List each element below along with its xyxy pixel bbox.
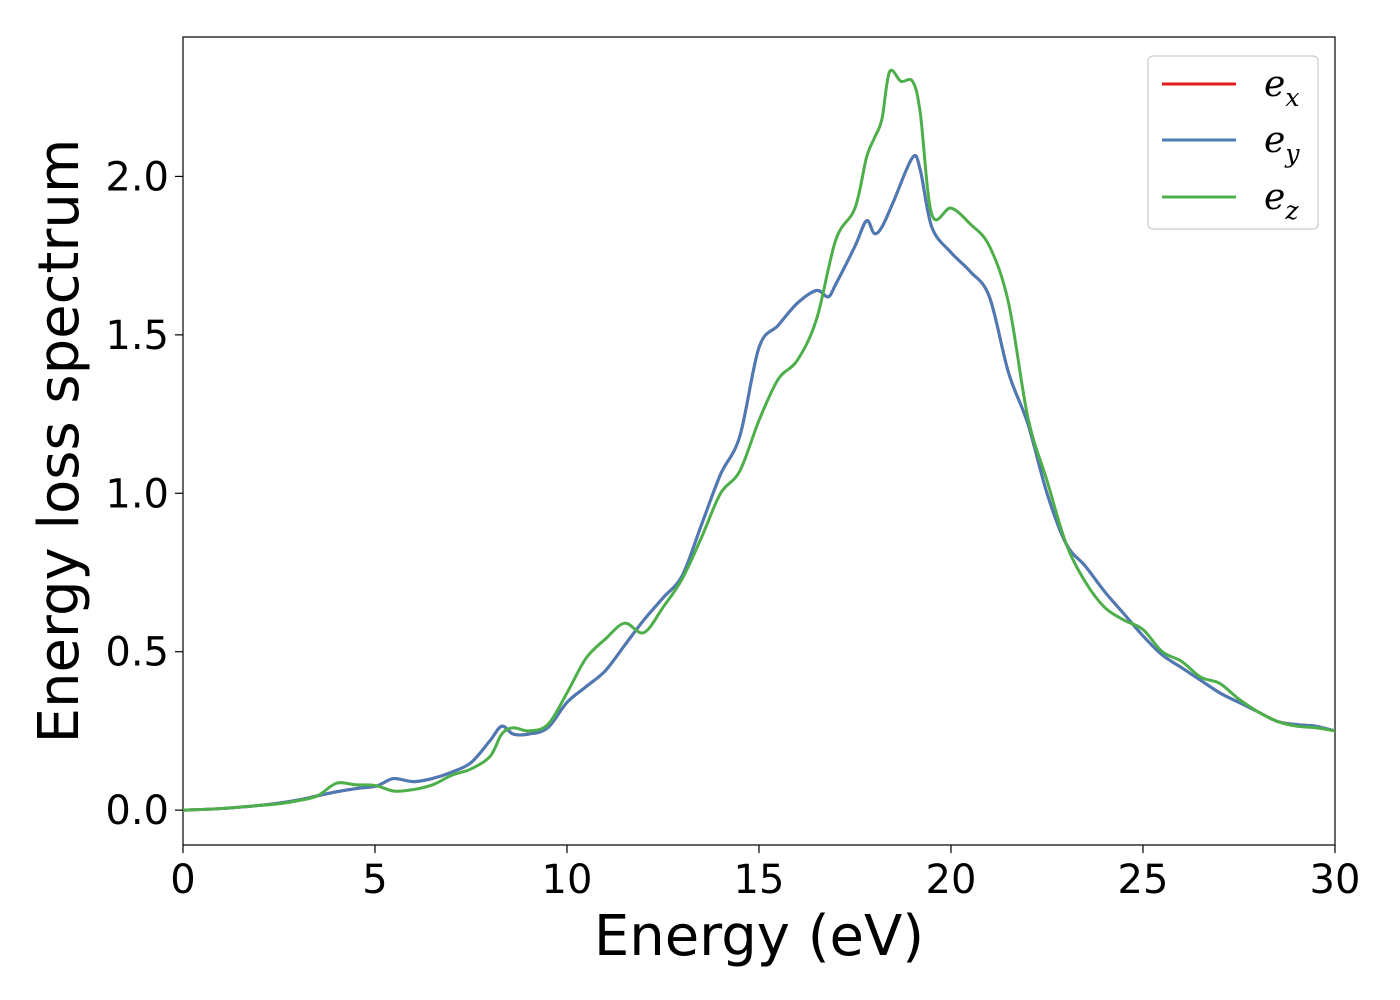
y-axis-label: Energy loss spectrum bbox=[27, 139, 92, 744]
y-tick-label: 2.0 bbox=[105, 154, 169, 200]
series-line-ez bbox=[183, 68, 1335, 812]
y-axis-ticks: 0.0 0.5 1.0 1.5 2.0 bbox=[105, 154, 183, 834]
y-tick-label: 0.0 bbox=[105, 788, 169, 834]
y-tick-label: 1.0 bbox=[105, 471, 169, 517]
legend-box bbox=[1147, 55, 1319, 230]
legend-label-ey: ey bbox=[1264, 120, 1300, 168]
x-tick-label: 5 bbox=[362, 857, 387, 903]
x-tick-label: 20 bbox=[926, 857, 977, 903]
y-tick-label: 1.5 bbox=[105, 313, 169, 359]
x-tick-label: 0 bbox=[170, 857, 195, 903]
x-tick-label: 30 bbox=[1310, 857, 1361, 903]
x-tick-label: 15 bbox=[734, 857, 785, 903]
legend-label-ex: ex bbox=[1264, 64, 1299, 112]
x-axis-label: Energy (eV) bbox=[594, 904, 924, 969]
y-tick-label: 0.5 bbox=[105, 630, 169, 676]
legend: ex ey ez bbox=[1147, 55, 1319, 230]
legend-label-ez: ez bbox=[1264, 177, 1299, 225]
series-line-ey bbox=[183, 154, 1335, 812]
x-tick-label: 25 bbox=[1118, 857, 1169, 903]
x-tick-label: 10 bbox=[542, 857, 593, 903]
series-line-ex bbox=[183, 154, 1335, 812]
series-layer bbox=[183, 68, 1335, 812]
x-axis-ticks: 0 5 10 15 20 25 30 bbox=[170, 845, 1360, 903]
